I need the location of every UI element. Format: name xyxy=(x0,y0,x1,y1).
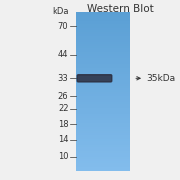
Bar xyxy=(76,109,130,112)
Bar xyxy=(76,66,130,68)
Text: 10: 10 xyxy=(58,152,68,161)
Bar xyxy=(76,38,130,40)
Bar xyxy=(76,119,130,122)
Bar xyxy=(76,167,130,169)
Bar xyxy=(76,139,130,141)
Bar xyxy=(76,95,130,98)
Bar xyxy=(76,72,130,74)
Bar xyxy=(76,133,130,135)
Text: 35kDa: 35kDa xyxy=(146,74,175,83)
Bar xyxy=(76,34,130,36)
Bar xyxy=(76,84,130,86)
Bar xyxy=(76,16,130,19)
Bar xyxy=(76,12,130,15)
FancyBboxPatch shape xyxy=(77,75,112,82)
Bar xyxy=(76,103,130,106)
Bar xyxy=(76,129,130,131)
Bar xyxy=(76,151,130,153)
Bar xyxy=(76,135,130,137)
Bar xyxy=(76,147,130,149)
Bar xyxy=(76,42,130,44)
Bar xyxy=(76,86,130,88)
Bar xyxy=(76,32,130,34)
Bar xyxy=(76,131,130,133)
Text: 18: 18 xyxy=(58,120,68,129)
Bar xyxy=(76,157,130,159)
Bar xyxy=(76,159,130,161)
Bar xyxy=(76,18,130,21)
Text: 26: 26 xyxy=(58,92,68,101)
Bar xyxy=(76,87,130,90)
Bar xyxy=(76,121,130,123)
Bar xyxy=(76,40,130,42)
Bar xyxy=(76,14,130,17)
Bar xyxy=(76,111,130,114)
Bar xyxy=(76,105,130,108)
Bar xyxy=(76,28,130,30)
Bar xyxy=(76,26,130,28)
Bar xyxy=(76,141,130,143)
Bar xyxy=(76,153,130,155)
Bar xyxy=(76,36,130,38)
Bar xyxy=(76,48,130,50)
Bar xyxy=(76,68,130,70)
Bar xyxy=(76,22,130,24)
Bar xyxy=(76,123,130,125)
Bar xyxy=(76,107,130,110)
Bar xyxy=(76,97,130,100)
Bar xyxy=(76,30,130,32)
Bar xyxy=(76,125,130,127)
Text: 70: 70 xyxy=(58,22,68,31)
Bar xyxy=(76,24,130,26)
Bar xyxy=(76,155,130,157)
Bar xyxy=(76,44,130,46)
Bar xyxy=(76,64,130,66)
Bar xyxy=(76,161,130,163)
Bar xyxy=(76,58,130,60)
Bar xyxy=(76,82,130,84)
Bar xyxy=(76,80,130,82)
Bar xyxy=(76,99,130,102)
Bar xyxy=(76,76,130,78)
Bar xyxy=(76,74,130,76)
Text: Western Blot: Western Blot xyxy=(87,4,154,15)
Text: 22: 22 xyxy=(58,104,68,113)
Bar xyxy=(76,165,130,167)
Bar xyxy=(76,137,130,139)
Bar xyxy=(76,56,130,58)
Bar xyxy=(76,127,130,129)
Bar xyxy=(76,78,130,80)
Text: 14: 14 xyxy=(58,135,68,144)
Bar xyxy=(76,145,130,147)
Bar xyxy=(76,70,130,72)
Bar xyxy=(76,113,130,116)
Bar xyxy=(76,101,130,104)
Bar xyxy=(76,89,130,92)
Text: 33: 33 xyxy=(58,74,68,83)
Text: 44: 44 xyxy=(58,50,68,59)
Bar xyxy=(76,93,130,96)
Bar xyxy=(76,60,130,62)
Bar xyxy=(76,163,130,165)
Bar xyxy=(76,52,130,54)
Bar xyxy=(76,46,130,48)
Bar xyxy=(76,91,130,94)
Text: kDa: kDa xyxy=(52,7,68,16)
Bar xyxy=(76,50,130,52)
Bar xyxy=(76,117,130,120)
Bar xyxy=(76,149,130,151)
Bar xyxy=(76,54,130,56)
Bar xyxy=(76,169,130,171)
Bar xyxy=(76,62,130,64)
Bar xyxy=(76,143,130,145)
Bar xyxy=(76,20,130,22)
Bar xyxy=(76,115,130,118)
